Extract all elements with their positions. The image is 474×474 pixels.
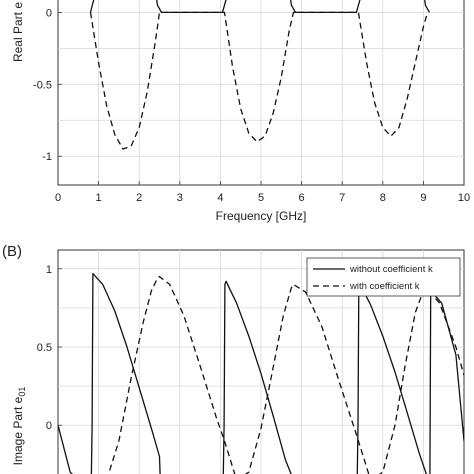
panel-a-x-tick-label: 2 xyxy=(136,192,142,204)
panel-a-x-tick-label: 4 xyxy=(217,192,223,204)
panel-b-series xyxy=(58,272,464,474)
panel-a-real-part: 0 1 2 3 4 5 6 7 8 9 10 0 -0.5 -1 Frequency [GHz] Rea… xyxy=(11,0,470,223)
panel-a-series-dashed xyxy=(89,11,429,150)
panel-b-y-axis-label: Image Part e01 xyxy=(11,387,27,466)
panel-a-x-ticks: 0 1 2 3 4 5 6 7 8 9 10 xyxy=(55,181,470,204)
panel-b-y-tick-label: 1 xyxy=(46,264,52,276)
panel-a-y-tick-label: -1 xyxy=(42,151,52,163)
panel-b-image-part: (B) 10.50 Image Part e01 without coeffic… xyxy=(2,243,465,474)
panel-a-y-tick-label: 0 xyxy=(46,7,52,19)
panel-b-y-ticks: 10.50 xyxy=(37,264,62,432)
panel-b-y-tick-label: 0 xyxy=(46,420,52,432)
panel-b-y-tick-label: 0.5 xyxy=(37,342,52,354)
panel-b-series-solid xyxy=(58,272,464,474)
panel-a-x-tick-label: 9 xyxy=(420,192,426,204)
panel-a-x-axis-label: Frequency [GHz] xyxy=(216,209,307,223)
panel-a-series xyxy=(89,0,431,150)
panel-a-x-tick-label: 7 xyxy=(339,192,345,204)
panel-a-x-tick-label: 5 xyxy=(258,192,264,204)
panel-b-y-axis-label-main: Image Part e xyxy=(11,396,25,465)
panel-a-x-tick-label: 6 xyxy=(299,192,305,204)
legend-label-without-k: without coefficient k xyxy=(349,264,433,275)
panel-a-x-tick-label: 3 xyxy=(177,192,183,204)
panel-b-legend: without coefficient k with coefficient k xyxy=(306,257,461,297)
panel-a-y-ticks: 0 -0.5 -1 xyxy=(33,7,62,163)
panel-a-x-tick-label: 8 xyxy=(380,192,386,204)
panel-a-x-tick-label: 1 xyxy=(96,192,102,204)
panel-a-grid xyxy=(58,0,464,185)
legend-box xyxy=(306,257,461,297)
panel-a-x-tick-label: 0 xyxy=(55,192,61,204)
panel-b-y-axis-label-sub: 01 xyxy=(17,387,27,397)
panel-b-series-dashed xyxy=(107,275,464,474)
panel-a-y-tick-label: -0.5 xyxy=(33,79,52,91)
panel-a-y-axis-label: Real Part e xyxy=(11,2,25,62)
legend-label-with-k: with coefficient k xyxy=(349,281,420,292)
panel-a-x-tick-label: 10 xyxy=(458,192,470,204)
panel-b-label: (B) xyxy=(2,243,22,260)
